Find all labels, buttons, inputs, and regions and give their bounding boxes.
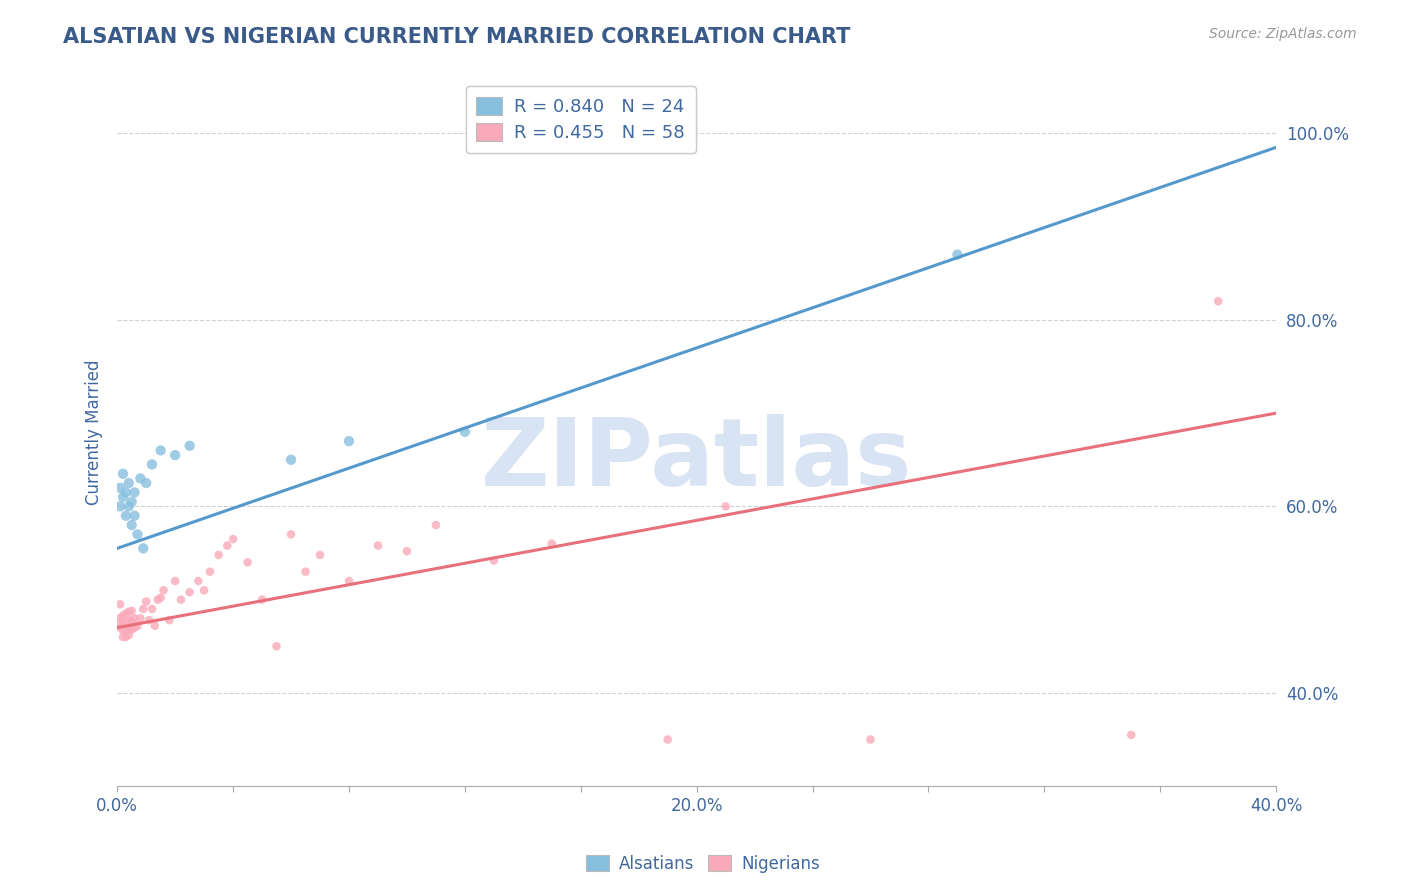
Point bbox=[280, 452, 302, 467]
Point bbox=[165, 448, 187, 462]
Point bbox=[141, 458, 163, 472]
Point bbox=[309, 548, 332, 562]
Point bbox=[657, 732, 679, 747]
Point bbox=[118, 605, 141, 619]
Point bbox=[118, 500, 141, 514]
Point bbox=[141, 602, 163, 616]
Point bbox=[222, 532, 245, 546]
Point bbox=[482, 553, 505, 567]
Point bbox=[132, 541, 155, 556]
Point bbox=[135, 594, 157, 608]
Point bbox=[179, 585, 201, 599]
Point bbox=[540, 537, 562, 551]
Y-axis label: Currently Married: Currently Married bbox=[86, 359, 103, 505]
Point bbox=[250, 592, 273, 607]
Point bbox=[108, 597, 131, 611]
Point bbox=[115, 485, 138, 500]
Point bbox=[121, 518, 143, 533]
Point bbox=[138, 613, 160, 627]
Point bbox=[108, 500, 131, 514]
Point bbox=[143, 619, 166, 633]
Text: ZIPatlas: ZIPatlas bbox=[481, 414, 912, 506]
Point bbox=[115, 615, 138, 630]
Point bbox=[149, 591, 172, 605]
Point bbox=[367, 539, 389, 553]
Text: Source: ZipAtlas.com: Source: ZipAtlas.com bbox=[1209, 27, 1357, 41]
Point bbox=[395, 544, 418, 558]
Point bbox=[714, 500, 737, 514]
Point bbox=[187, 574, 209, 588]
Point bbox=[149, 443, 172, 458]
Point bbox=[454, 425, 477, 439]
Point bbox=[425, 518, 447, 533]
Point bbox=[1121, 728, 1143, 742]
Point bbox=[1206, 294, 1229, 309]
Point bbox=[111, 624, 134, 638]
Point bbox=[111, 630, 134, 644]
Point bbox=[115, 607, 138, 621]
Point bbox=[179, 439, 201, 453]
Point bbox=[132, 602, 155, 616]
Point bbox=[127, 619, 149, 633]
Point bbox=[115, 508, 138, 523]
Point bbox=[111, 490, 134, 504]
Point bbox=[946, 247, 969, 261]
Point bbox=[121, 604, 143, 618]
Point bbox=[115, 623, 138, 637]
Point bbox=[170, 592, 193, 607]
Point bbox=[146, 592, 169, 607]
Point bbox=[124, 485, 146, 500]
Point bbox=[118, 613, 141, 627]
Point bbox=[121, 494, 143, 508]
Point bbox=[121, 614, 143, 628]
Point bbox=[337, 434, 360, 449]
Point bbox=[217, 539, 239, 553]
Legend: R = 0.840   N = 24, R = 0.455   N = 58: R = 0.840 N = 24, R = 0.455 N = 58 bbox=[465, 87, 696, 153]
Point bbox=[118, 621, 141, 635]
Point bbox=[266, 640, 288, 654]
Point bbox=[236, 555, 259, 569]
Point bbox=[111, 619, 134, 633]
Point bbox=[111, 467, 134, 481]
Point bbox=[115, 630, 138, 644]
Legend: Alsatians, Nigerians: Alsatians, Nigerians bbox=[579, 848, 827, 880]
Point bbox=[280, 527, 302, 541]
Point bbox=[129, 471, 152, 485]
Point bbox=[294, 565, 316, 579]
Point bbox=[124, 621, 146, 635]
Point bbox=[108, 611, 131, 625]
Point bbox=[127, 527, 149, 541]
Point bbox=[118, 476, 141, 491]
Point bbox=[152, 583, 174, 598]
Point bbox=[129, 611, 152, 625]
Text: ALSATIAN VS NIGERIAN CURRENTLY MARRIED CORRELATION CHART: ALSATIAN VS NIGERIAN CURRENTLY MARRIED C… bbox=[63, 27, 851, 46]
Point bbox=[111, 608, 134, 623]
Point bbox=[165, 574, 187, 588]
Point bbox=[121, 623, 143, 637]
Point bbox=[859, 732, 882, 747]
Point bbox=[157, 613, 180, 627]
Point bbox=[108, 481, 131, 495]
Point bbox=[207, 548, 229, 562]
Point bbox=[108, 621, 131, 635]
Point bbox=[193, 583, 215, 598]
Point bbox=[198, 565, 221, 579]
Point bbox=[337, 574, 360, 588]
Point bbox=[124, 508, 146, 523]
Point bbox=[135, 476, 157, 491]
Point bbox=[124, 611, 146, 625]
Point bbox=[108, 615, 131, 630]
Point bbox=[118, 628, 141, 642]
